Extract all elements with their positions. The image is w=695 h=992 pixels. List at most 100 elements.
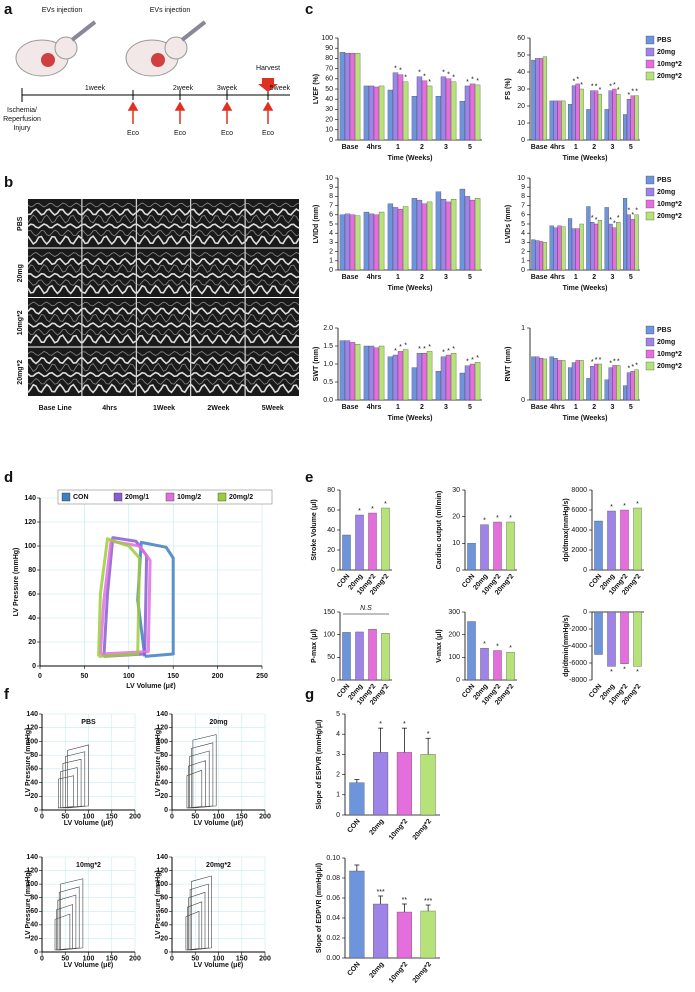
echo-trace: [136, 322, 191, 328]
echo-trace: [190, 371, 246, 378]
bar: [397, 351, 404, 401]
echo-trace: [82, 306, 137, 316]
x-tick-label: 10mg*2: [388, 818, 409, 842]
echo-trace: [27, 356, 82, 365]
echo-trace: [136, 362, 191, 372]
echo-trace: [136, 356, 191, 365]
echo-row-label: 10mg*2: [17, 310, 24, 335]
x-tick-label: 150: [236, 955, 248, 962]
legend-label: PBS: [657, 37, 672, 44]
significance: *: [403, 721, 406, 728]
significance: *: [399, 344, 402, 351]
bar: [421, 203, 428, 271]
y-tick-label: 0: [521, 397, 525, 404]
y-tick-label: 60: [160, 766, 168, 773]
y-tick-label: 6: [329, 212, 333, 219]
bar: [553, 100, 558, 141]
significance: *: [471, 77, 474, 84]
legend-label: PBS: [657, 327, 672, 334]
x-tick-label: 150: [106, 955, 118, 962]
y-tick-label: 0.10: [326, 855, 340, 862]
significance: *: [509, 515, 512, 522]
bar: [480, 524, 489, 571]
bar: [575, 360, 580, 401]
x-tick-label: 4hrs: [550, 404, 565, 411]
legend-swatch: [165, 492, 175, 502]
legend-swatch: [645, 211, 655, 221]
x-tick-label: 5: [629, 144, 633, 151]
echo-trace: [191, 229, 245, 237]
echo-trace: [136, 229, 191, 237]
x-tick-label: 150: [106, 813, 118, 820]
bar: [622, 385, 628, 401]
y-tick-label: 0: [34, 949, 38, 956]
echo-trace: [27, 252, 82, 257]
x-tick-label: 200: [129, 813, 141, 820]
y-tick-label: 3: [336, 751, 340, 758]
bar: [354, 215, 361, 271]
bar: [344, 53, 351, 141]
bar: [381, 633, 390, 681]
bar: [411, 367, 418, 401]
echo-trace: [81, 333, 137, 344]
significance: *: [423, 346, 426, 353]
y-tick-label: 40: [160, 779, 168, 786]
bar: [506, 521, 515, 571]
echo-trace: [82, 284, 137, 295]
echo-trace: [245, 284, 300, 295]
echo-trace: [190, 307, 246, 316]
x-tick-label: 5: [468, 274, 472, 281]
bar: [426, 201, 433, 271]
bar: [557, 225, 562, 271]
bar: [349, 53, 356, 141]
echo-trace: [136, 371, 191, 378]
y-tick-label: 0: [336, 812, 340, 819]
y-axis-label: P-max (μl): [311, 629, 318, 663]
legend-swatch: [645, 175, 655, 185]
y-tick-label: 50: [327, 654, 335, 661]
y-tick-label: 20: [327, 547, 335, 554]
bar: [355, 514, 364, 571]
echo-trace: [136, 351, 191, 356]
bar: [590, 366, 595, 401]
y-tick-label: 60: [28, 591, 36, 598]
bar: [622, 114, 628, 141]
echo-trace: [190, 223, 246, 229]
echo-trace: [245, 301, 300, 307]
bar: [535, 240, 540, 271]
significance: *: [580, 82, 583, 89]
panel-label: c: [305, 1, 313, 18]
bar: [531, 239, 536, 271]
x-tick-label: 50: [61, 813, 69, 820]
y-tick-label: 4: [336, 731, 340, 738]
y-tick-label: 5: [336, 711, 340, 718]
y-tick-label: 20: [160, 793, 168, 800]
y-tick-label: 0.08: [326, 875, 340, 882]
y-tick-label: 40: [160, 922, 168, 929]
bar: [506, 652, 515, 681]
pv-loop: [98, 539, 152, 656]
x-tick-label: 200: [259, 955, 271, 962]
significance: *: [595, 84, 598, 91]
y-tick-label: 20: [452, 514, 460, 521]
panel-label: f: [4, 686, 10, 703]
significance: *: [466, 359, 469, 366]
echo-trace: [82, 363, 137, 373]
y-tick-label: 8: [521, 193, 525, 200]
echo-trace: [136, 257, 191, 266]
significance: *: [609, 217, 612, 224]
echo-trace: [27, 383, 82, 394]
y-tick-label: 60: [517, 35, 525, 42]
y-tick-label: 30: [325, 106, 333, 113]
bar: [604, 109, 609, 141]
y-tick-label: 100: [321, 35, 333, 42]
bar: [590, 90, 595, 141]
y-tick-label: -4000: [569, 643, 587, 650]
y-tick-label: 120: [26, 725, 38, 732]
x-tick-label: 0: [40, 955, 44, 962]
y-tick-label: 90: [325, 45, 333, 52]
echo-column-label: 4hrs: [102, 405, 117, 412]
y-tick-label: 40: [28, 615, 36, 622]
echo-trace: [190, 334, 246, 345]
bar: [626, 372, 631, 401]
